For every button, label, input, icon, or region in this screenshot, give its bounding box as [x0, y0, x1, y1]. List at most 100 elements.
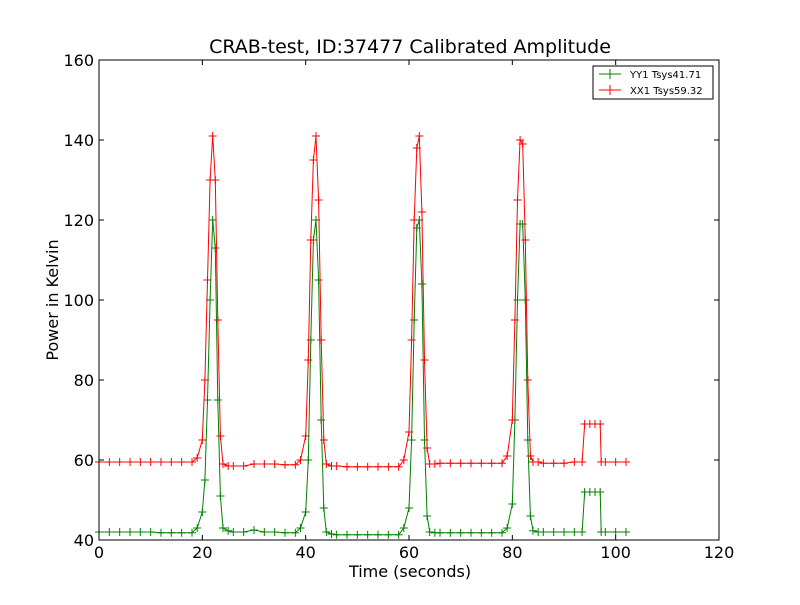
data-point-xx1 [430, 460, 439, 468]
data-point-xx1 [508, 416, 517, 424]
data-point-xx1 [456, 459, 465, 468]
data-point-yy1 [213, 396, 222, 404]
data-point-yy1 [188, 528, 196, 537]
x-tick-label: 40 [295, 543, 315, 562]
data-point-xx1 [188, 458, 196, 466]
data-point-xx1 [521, 236, 530, 244]
data-point-yy1 [224, 526, 233, 535]
data-point-xx1 [219, 460, 227, 468]
data-point-xx1 [216, 432, 225, 440]
y-tick-label: 60 [74, 451, 94, 470]
data-point-xx1 [193, 454, 202, 462]
data-point-xx1 [126, 458, 134, 466]
data-point-yy1 [208, 216, 217, 224]
data-point-xx1 [412, 144, 421, 152]
data-point-xx1 [436, 459, 444, 468]
data-point-yy1 [136, 528, 145, 536]
data-point-yy1 [200, 476, 209, 484]
data-point-yy1 [211, 244, 220, 252]
data-point-xx1 [526, 452, 535, 460]
data-point-xx1 [146, 458, 155, 466]
data-point-xx1 [405, 428, 413, 436]
data-point-yy1 [343, 530, 351, 539]
data-point-yy1 [529, 526, 537, 535]
data-point-xx1 [560, 459, 568, 468]
data-point-xx1 [399, 456, 408, 464]
data-point-xx1 [622, 458, 630, 466]
data-point-yy1 [239, 528, 248, 536]
data-point-yy1 [314, 276, 323, 284]
x-tick-label: 0 [94, 543, 104, 562]
data-point-yy1 [417, 280, 426, 288]
legend-box [592, 65, 714, 100]
data-point-xx1 [384, 462, 393, 471]
data-point-yy1 [601, 528, 610, 536]
axes: 0 20 40 60 80 100 120 40 60 80 100 120 140 160 [63, 51, 734, 562]
data-point-yy1 [503, 524, 512, 532]
data-point-xx1 [211, 176, 220, 184]
data-point-xx1 [523, 376, 532, 384]
data-point-yy1 [193, 524, 202, 532]
data-point-yy1 [384, 530, 393, 539]
y-tick-label: 100 [63, 291, 94, 310]
data-point-xx1 [177, 458, 186, 466]
x-tick-label: 100 [600, 543, 631, 562]
data-point-yy1 [270, 528, 279, 536]
data-point-yy1 [304, 456, 313, 464]
data-point-xx1 [498, 459, 506, 468]
data-point-xx1 [167, 458, 176, 466]
data-point-yy1 [526, 512, 535, 520]
data-point-xx1 [319, 436, 328, 444]
data-point-yy1 [570, 528, 579, 536]
data-point-xx1 [513, 196, 522, 204]
x-tick-label: 120 [704, 543, 735, 562]
data-point-yy1 [560, 528, 568, 536]
data-point-yy1 [115, 528, 124, 536]
data-point-yy1 [405, 504, 413, 512]
data-point-yy1 [549, 528, 558, 536]
data-point-xx1 [417, 208, 426, 216]
data-point-xx1 [203, 276, 212, 284]
data-point-yy1 [203, 396, 212, 404]
data-point-xx1 [304, 356, 313, 364]
y-tick-label: 140 [63, 131, 94, 150]
data-point-xx1 [407, 336, 416, 344]
legend-label-yy1: YY1 Tsys41.71 [629, 70, 701, 81]
data-point-xx1 [200, 376, 209, 384]
data-point-xx1 [332, 462, 341, 470]
data-point-yy1 [399, 524, 408, 532]
data-point-yy1 [436, 528, 444, 537]
data-point-xx1 [446, 459, 455, 468]
data-point-yy1 [596, 488, 605, 496]
data-point-yy1 [322, 528, 331, 536]
data-point-yy1 [521, 296, 530, 304]
data-point-xx1 [539, 459, 548, 468]
data-point-xx1 [270, 460, 279, 468]
data-point-xx1 [394, 462, 403, 471]
data-point-xx1 [410, 216, 419, 224]
data-point-yy1 [105, 528, 114, 536]
data-point-yy1 [508, 500, 517, 508]
data-point-xx1 [374, 462, 382, 471]
data-point-yy1 [126, 528, 134, 536]
data-point-yy1 [498, 528, 506, 537]
data-point-yy1 [146, 528, 155, 536]
data-point-yy1 [539, 528, 548, 536]
data-point-xx1 [518, 140, 527, 148]
data-point-yy1 [446, 528, 455, 537]
data-point-xx1 [250, 460, 258, 468]
data-point-yy1 [423, 512, 432, 520]
data-point-xx1 [343, 462, 351, 471]
data-point-xx1 [312, 132, 320, 140]
data-point-xx1 [157, 458, 165, 466]
data-point-xx1 [309, 156, 318, 164]
data-point-yy1 [281, 528, 289, 537]
data-point-yy1 [296, 524, 305, 532]
data-point-yy1 [167, 528, 176, 537]
data-point-xx1 [213, 316, 222, 324]
data-point-xx1 [208, 132, 217, 140]
data-point-yy1 [374, 530, 382, 539]
data-point-yy1 [198, 508, 207, 516]
x-tick-label: 80 [502, 543, 522, 562]
